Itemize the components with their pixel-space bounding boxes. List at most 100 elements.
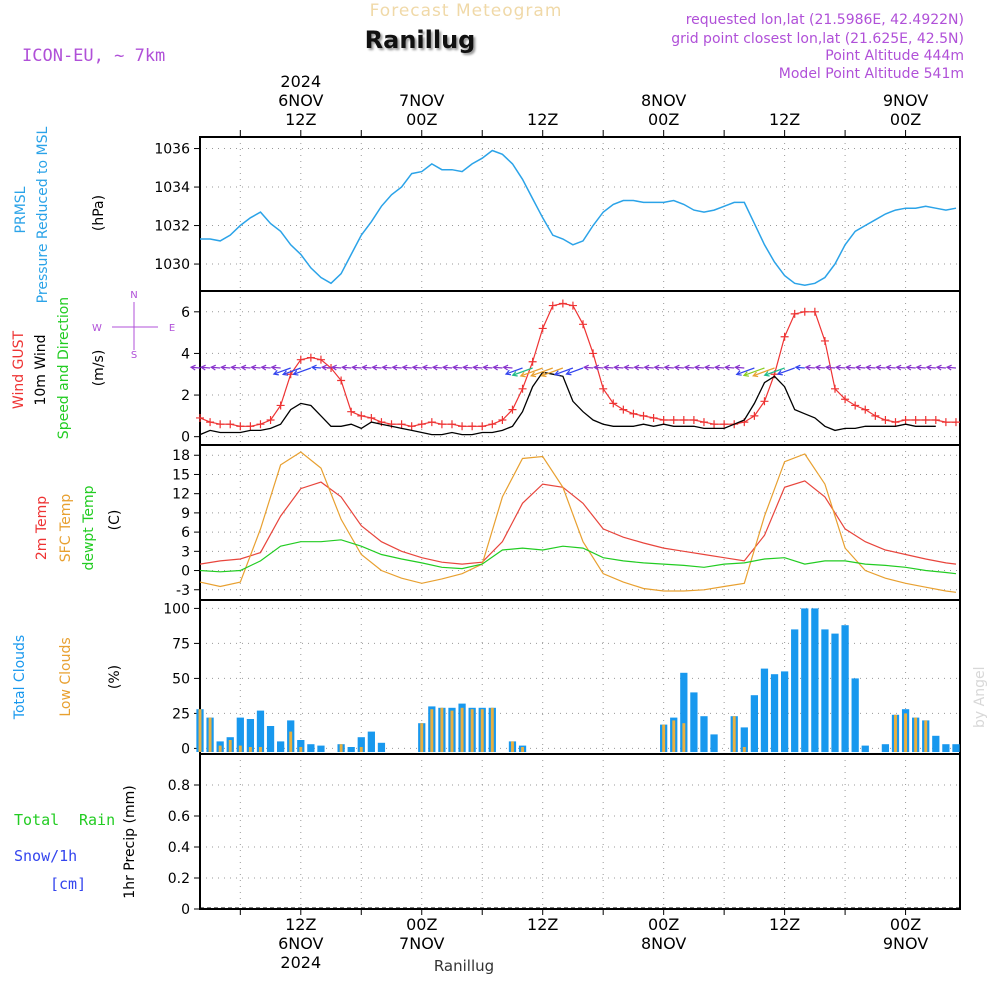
- total-cloud-bar: [932, 735, 940, 752]
- total-cloud-bar: [952, 744, 960, 752]
- low-cloud-bar: [208, 717, 212, 752]
- wind-arrow-shaft: [261, 366, 271, 369]
- time-label: 9NOV: [883, 934, 928, 953]
- gust-marker: [710, 420, 719, 429]
- wind-arrow-shaft: [876, 366, 886, 369]
- wind-arrow-shaft: [520, 367, 543, 377]
- total-cloud-bar: [367, 731, 375, 752]
- compass-rose: N S W E: [92, 290, 175, 361]
- total-cloud-bar: [347, 747, 355, 752]
- panel-frame: [199, 753, 961, 910]
- gust-marker: [921, 416, 930, 425]
- wind-arrow-head: [742, 371, 750, 377]
- total-cloud-bar: [317, 745, 325, 752]
- gust-marker: [639, 411, 648, 420]
- ytick-label: 9: [181, 506, 190, 522]
- gust-marker: [407, 422, 416, 431]
- gust-marker: [316, 355, 325, 364]
- wind-arrow: [511, 367, 533, 377]
- watermark: by Angel: [972, 667, 988, 728]
- wind-arrow-shaft: [382, 366, 392, 369]
- low-cloud-bar: [430, 709, 434, 752]
- wind-arrow-shaft: [332, 366, 342, 369]
- wind-arrow: [643, 364, 654, 371]
- gust-marker: [629, 409, 638, 418]
- time-label: 00Z: [648, 110, 679, 129]
- total-cloud-bar: [377, 742, 386, 752]
- wind-arrow: [875, 364, 886, 371]
- gust-marker: [649, 413, 658, 422]
- total-cloud-bar: [307, 744, 315, 752]
- total-cloud-bar: [246, 719, 255, 752]
- wind-arrow-head: [401, 364, 408, 371]
- gust-marker: [458, 422, 467, 431]
- total-cloud-bar: [690, 692, 698, 752]
- wind-arrow-head: [529, 371, 537, 378]
- time-label: 00Z: [648, 915, 679, 934]
- wind-arrow: [421, 364, 432, 371]
- low-cloud-bar: [259, 747, 262, 752]
- wind-arrow-shaft: [512, 367, 533, 376]
- wind-arrow: [209, 364, 221, 371]
- model-altitude: Model Point Altitude 541m: [779, 66, 964, 82]
- wind-arrow-shaft: [674, 366, 684, 369]
- wind-arrow-head: [875, 364, 882, 371]
- wind-arrow-shaft: [442, 366, 453, 369]
- ytick-label: 25: [172, 706, 190, 722]
- wind-arrow-head: [663, 364, 670, 371]
- wind-arrow-shaft: [946, 366, 957, 369]
- total-cloud-bar: [357, 737, 365, 752]
- wind-arrow: [814, 364, 825, 371]
- wind-arrow-shaft: [594, 366, 604, 369]
- low-cloud-bar: [470, 709, 474, 752]
- time-label: 12Z: [769, 915, 800, 934]
- wind-arrow: [482, 364, 493, 371]
- gust-marker: [337, 376, 346, 385]
- model-label: ICON-EU, ~ 7km: [22, 46, 165, 66]
- wind-arrow: [260, 364, 271, 371]
- wind-arrow-shaft: [743, 367, 765, 377]
- panel-frame: [199, 444, 961, 601]
- wind-arrow-shaft: [352, 366, 362, 369]
- wind-arrow: [451, 364, 463, 371]
- wind-arrow-head: [421, 364, 428, 371]
- ytick-label: 18: [172, 448, 190, 464]
- total-cloud-bar: [256, 710, 265, 752]
- wind-arrow-shaft: [764, 367, 785, 376]
- gust-marker: [881, 416, 890, 425]
- ytick-label: 75: [172, 636, 190, 652]
- wind-arrow: [340, 364, 352, 371]
- wind-arrow-head: [250, 364, 257, 371]
- gust-marker: [568, 301, 577, 310]
- wind-arrow-shaft: [271, 366, 281, 369]
- ytick-label: -3: [176, 583, 190, 599]
- compass-s: S: [131, 350, 137, 361]
- low-cloud-bar: [914, 717, 918, 752]
- wind-ylabels: Wind GUST 10m Wind Speed and Direction (…: [11, 290, 175, 439]
- wind-title-2: 10m Wind: [33, 334, 49, 405]
- total-cloud-bar: [831, 633, 839, 752]
- wind-arrow-head: [565, 369, 572, 376]
- wind-arrow: [734, 364, 745, 371]
- wind-arrow-shaft: [614, 366, 624, 369]
- wind-arrow: [472, 364, 483, 371]
- time-label: 6NOV: [278, 91, 323, 110]
- wind-arrow: [220, 364, 231, 371]
- wind-arrow: [189, 364, 201, 371]
- wind-arrow-shaft: [846, 366, 856, 369]
- wind-arrow-shaft: [453, 366, 463, 369]
- wind-arrow-shaft: [493, 366, 503, 369]
- wind-arrow-head: [925, 364, 932, 371]
- ytick-label: 0.4: [168, 840, 190, 856]
- gust-marker: [558, 299, 567, 308]
- wind-arrow-shaft: [624, 366, 634, 369]
- wind-arrow: [519, 367, 543, 378]
- wind-arrow: [553, 367, 574, 376]
- wind-arrow: [320, 364, 332, 371]
- wind-arrow-head: [441, 364, 448, 371]
- wind-arrow-head: [292, 370, 299, 376]
- gust-marker: [800, 307, 809, 316]
- gust-marker: [216, 420, 225, 429]
- ytick-label: 1036: [154, 142, 190, 158]
